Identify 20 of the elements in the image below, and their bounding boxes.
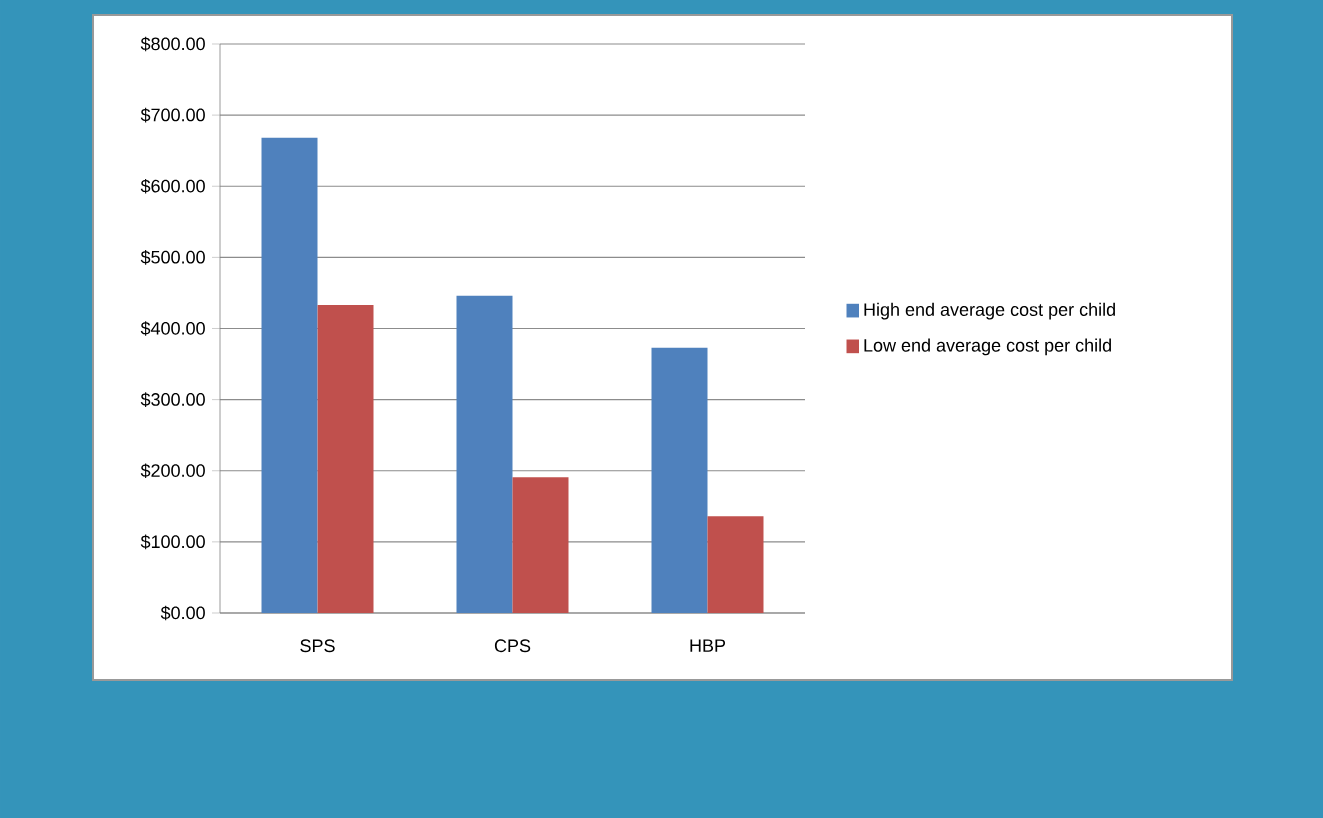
y-tick-label: $400.00 bbox=[140, 321, 205, 336]
legend-label: High end average cost per child bbox=[864, 302, 1115, 320]
bar bbox=[651, 347, 708, 613]
y-tick-label: $500.00 bbox=[140, 250, 205, 265]
y-tick-label: $800.00 bbox=[140, 36, 205, 52]
y-tick-label: $300.00 bbox=[140, 392, 205, 407]
bar bbox=[261, 137, 318, 613]
y-tick-label: $200.00 bbox=[140, 463, 205, 479]
x-tick-label: SPS bbox=[300, 639, 335, 653]
bar bbox=[456, 295, 513, 613]
legend-label: Low end average cost per child bbox=[864, 338, 1111, 356]
y-tick-label: $600.00 bbox=[140, 178, 205, 194]
y-tick-label: $0.00 bbox=[160, 605, 205, 621]
x-tick-label: CPS bbox=[494, 639, 531, 653]
x-tick-label: HBP bbox=[690, 639, 726, 652]
bar bbox=[512, 477, 569, 613]
y-tick-label: $700.00 bbox=[140, 107, 205, 123]
y-tick-label: $100.00 bbox=[140, 534, 205, 550]
bar bbox=[317, 305, 374, 613]
bar bbox=[707, 516, 764, 613]
